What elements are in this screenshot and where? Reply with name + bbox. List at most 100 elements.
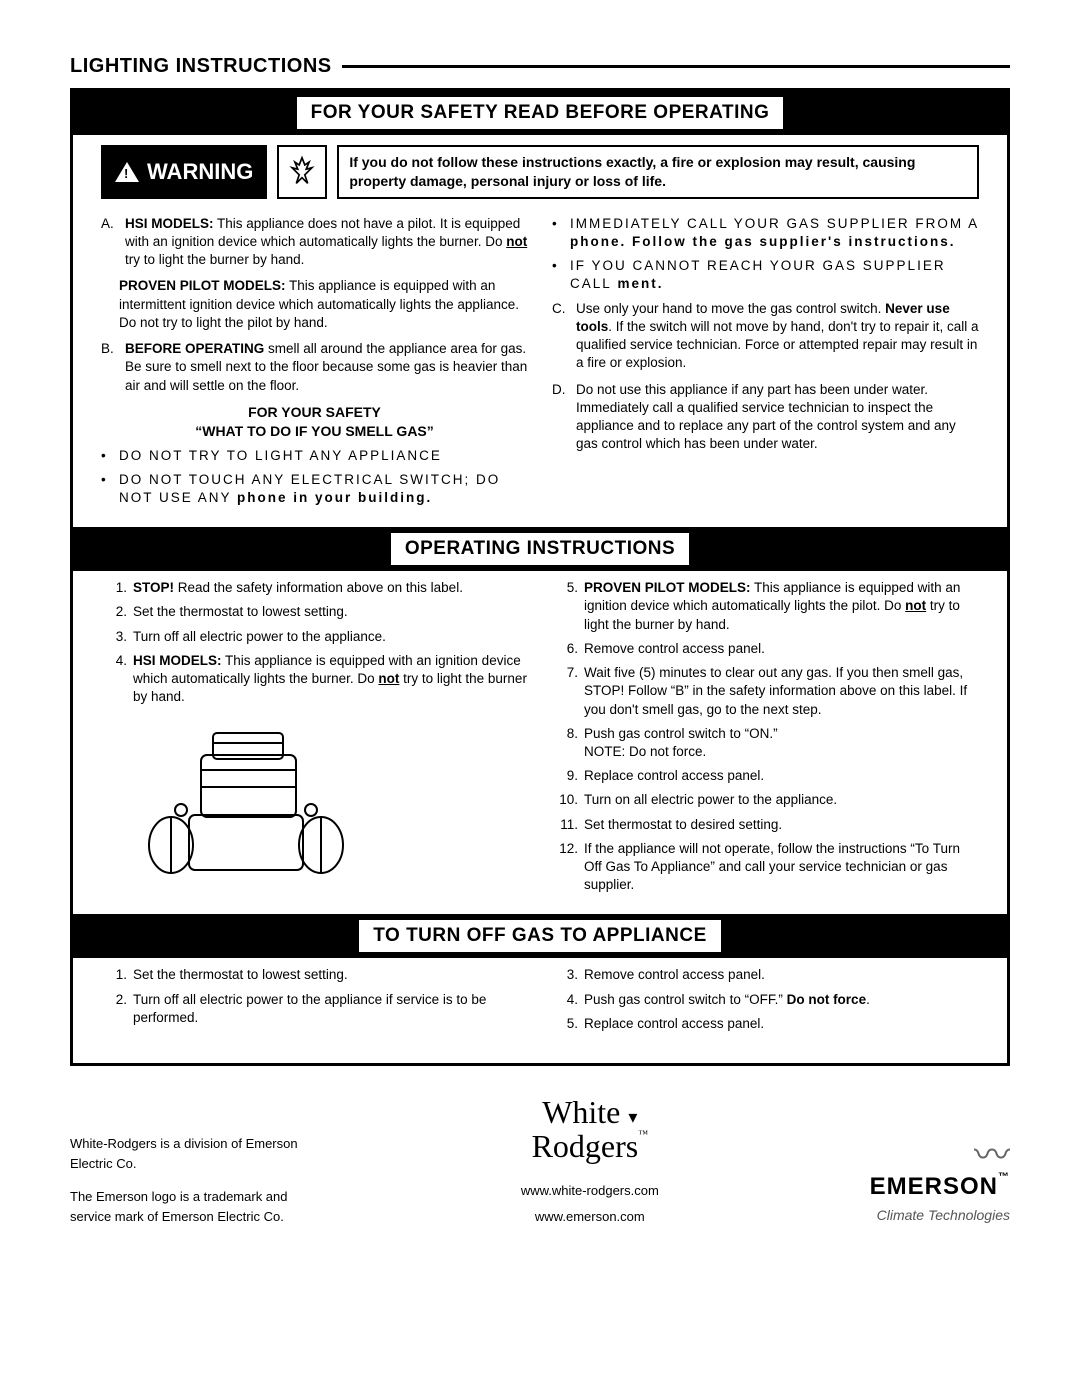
list-body: Wait five (5) minutes to clear out any g… bbox=[584, 664, 979, 719]
marker: B. bbox=[101, 340, 119, 395]
body: DO NOT TRY TO LIGHT ANY APPLIANCE bbox=[119, 447, 442, 465]
list-item: 4. Push gas control switch to “OFF.” Do n… bbox=[552, 991, 979, 1009]
list-body: PROVEN PILOT MODELS: This appliance is e… bbox=[584, 579, 979, 634]
emerson-tagline: Climate Technologies bbox=[870, 1205, 1010, 1226]
safety-col-right: • IMMEDIATELY CALL YOUR GAS SUPPLIER FRO… bbox=[552, 215, 979, 513]
body: HSI MODELS: This appliance does not have… bbox=[125, 215, 528, 270]
warning-text: If you do not follow these instructions … bbox=[337, 145, 979, 199]
list-item: 2. Set the thermostat to lowest setting. bbox=[101, 603, 528, 621]
list-item: 1. STOP! Read the safety information abov… bbox=[101, 579, 528, 597]
list-body: Push gas control switch to “OFF.” Do not… bbox=[584, 991, 979, 1009]
marker: C. bbox=[552, 300, 570, 373]
list-item: 11. Set thermostat to desired setting. bbox=[552, 816, 979, 834]
bullet-icon: • bbox=[552, 215, 562, 251]
list-number: 3. bbox=[101, 628, 127, 646]
op-col-left: 1. STOP! Read the safety information abov… bbox=[101, 579, 528, 900]
body: DO NOT TOUCH ANY ELECTRICAL SWITCH; DO N… bbox=[119, 471, 528, 507]
band-safety: FOR YOUR SAFETY READ BEFORE OPERATING bbox=[73, 91, 1007, 135]
list-number: 9. bbox=[552, 767, 578, 785]
footer-left-1: White-Rodgers is a division of Emerson E… bbox=[70, 1134, 310, 1173]
list-item: 3. Turn off all electric power to the app… bbox=[101, 628, 528, 646]
list-number: 4. bbox=[101, 652, 127, 707]
safety-columns: A. HSI MODELS: This appliance does not h… bbox=[73, 207, 1007, 527]
band-turnoff: TO TURN OFF GAS TO APPLIANCE bbox=[73, 914, 1007, 958]
list-body: HSI MODELS: This appliance is equipped w… bbox=[133, 652, 528, 707]
body: Use only your hand to move the gas contr… bbox=[576, 300, 979, 373]
body: IF YOU CANNOT REACH YOUR GAS SUPPLIER CA… bbox=[570, 257, 979, 293]
title-rule bbox=[342, 65, 1010, 68]
flame-svg bbox=[285, 155, 319, 189]
list-number: 4. bbox=[552, 991, 578, 1009]
footer-center: White ▾ Rodgers™ www.white-rodgers.com w… bbox=[521, 1096, 659, 1226]
page-title-row: LIGHTING INSTRUCTIONS bbox=[70, 55, 1010, 78]
list-number: 3. bbox=[552, 966, 578, 984]
list-number: 10. bbox=[552, 791, 578, 809]
list-item: 5. Replace control access panel. bbox=[552, 1015, 979, 1033]
list-number: 6. bbox=[552, 640, 578, 658]
emerson-logo: 〰 EMERSON™ Climate Technologies bbox=[870, 1141, 1010, 1227]
body: Do not use this appliance if any part ha… bbox=[576, 381, 979, 454]
off-col-right: 3. Remove control access panel. 4. Push gas… bbox=[552, 966, 979, 1039]
list-item: 8.Push gas control switch to “ON.”NOTE: … bbox=[552, 725, 979, 761]
gas-valve-illustration bbox=[141, 715, 528, 900]
emerson-wave-icon: 〰 bbox=[870, 1141, 1010, 1170]
band-operating: OPERATING INSTRUCTIONS bbox=[73, 527, 1007, 571]
list-item: 9.Replace control access panel. bbox=[552, 767, 979, 785]
list-body: Set thermostat to desired setting. bbox=[584, 816, 979, 834]
list-number: 2. bbox=[101, 603, 127, 621]
list-item: 5.PROVEN PILOT MODELS: This appliance is… bbox=[552, 579, 979, 634]
turnoff-columns: 1. Set the thermostat to lowest setting. 2… bbox=[73, 958, 1007, 1063]
list-body: If the appliance will not operate, follo… bbox=[584, 840, 979, 895]
operating-columns: 1. STOP! Read the safety information abov… bbox=[73, 571, 1007, 914]
list-item: 1. Set the thermostat to lowest setting. bbox=[101, 966, 528, 984]
safety-head-1: FOR YOUR SAFETY bbox=[248, 404, 381, 420]
list-number: 5. bbox=[552, 1015, 578, 1033]
warning-triangle-icon bbox=[115, 162, 139, 182]
list-number: 11. bbox=[552, 816, 578, 834]
band-turnoff-label: TO TURN OFF GAS TO APPLIANCE bbox=[359, 920, 721, 952]
list-item: 2.Turn off all electric power to the app… bbox=[101, 991, 528, 1027]
safety-sub-head: FOR YOUR SAFETY “WHAT TO DO IF YOU SMELL… bbox=[101, 403, 528, 441]
list-body: Replace control access panel. bbox=[584, 1015, 979, 1033]
footer-left: White-Rodgers is a division of Emerson E… bbox=[70, 1134, 310, 1226]
list-item: 7.Wait five (5) minutes to clear out any… bbox=[552, 664, 979, 719]
logo-line-2: Rodgers bbox=[532, 1128, 639, 1164]
bullet-icon: • bbox=[101, 471, 111, 507]
list-body: Remove control access panel. bbox=[584, 966, 979, 984]
safety-item-a2: PROVEN PILOT MODELS: This appliance is e… bbox=[119, 277, 528, 332]
safety-bullet-4: • IF YOU CANNOT REACH YOUR GAS SUPPLIER … bbox=[552, 257, 979, 293]
list-number: 1. bbox=[101, 966, 127, 984]
safety-item-a: A. HSI MODELS: This appliance does not h… bbox=[101, 215, 528, 270]
list-body: Set the thermostat to lowest setting. bbox=[133, 966, 528, 984]
url-emerson: www.emerson.com bbox=[521, 1207, 659, 1227]
warning-label: WARNING bbox=[147, 159, 253, 185]
page-title: LIGHTING INSTRUCTIONS bbox=[70, 55, 332, 78]
list-body: Turn off all electric power to the appli… bbox=[133, 991, 528, 1027]
list-body: Remove control access panel. bbox=[584, 640, 979, 658]
bullet-icon: • bbox=[552, 257, 562, 293]
logo-line-1: White bbox=[542, 1094, 628, 1130]
list-number: 8. bbox=[552, 725, 578, 761]
main-box: FOR YOUR SAFETY READ BEFORE OPERATING WA… bbox=[70, 88, 1010, 1066]
list-item: 10. Turn on all electric power to the app… bbox=[552, 791, 979, 809]
footer: White-Rodgers is a division of Emerson E… bbox=[70, 1096, 1010, 1226]
safety-bullet-3: • IMMEDIATELY CALL YOUR GAS SUPPLIER FRO… bbox=[552, 215, 979, 251]
off-col-left: 1. Set the thermostat to lowest setting. 2… bbox=[101, 966, 528, 1039]
emerson-name: EMERSON™ bbox=[870, 1169, 1010, 1205]
band-safety-label: FOR YOUR SAFETY READ BEFORE OPERATING bbox=[297, 97, 784, 129]
safety-bullet-2: • DO NOT TOUCH ANY ELECTRICAL SWITCH; DO… bbox=[101, 471, 528, 507]
warning-row: WARNING If you do not follow these instr… bbox=[73, 135, 1007, 207]
op-col-right: 5.PROVEN PILOT MODELS: This appliance is… bbox=[552, 579, 979, 900]
list-body: Push gas control switch to “ON.”NOTE: Do… bbox=[584, 725, 979, 761]
safety-head-2: “WHAT TO DO IF YOU SMELL GAS” bbox=[195, 423, 434, 439]
list-body: STOP! Read the safety information above … bbox=[133, 579, 528, 597]
safety-item-d: D. Do not use this appliance if any part… bbox=[552, 381, 979, 454]
list-body: Turn off all electric power to the appli… bbox=[133, 628, 528, 646]
list-body: Set the thermostat to lowest setting. bbox=[133, 603, 528, 621]
list-item: 3. Remove control access panel. bbox=[552, 966, 979, 984]
list-number: 7. bbox=[552, 664, 578, 719]
safety-item-c: C. Use only your hand to move the gas co… bbox=[552, 300, 979, 373]
list-body: Turn on all electric power to the applia… bbox=[584, 791, 979, 809]
list-number: 1. bbox=[101, 579, 127, 597]
safety-item-b: B. BEFORE OPERATING smell all around the… bbox=[101, 340, 528, 395]
